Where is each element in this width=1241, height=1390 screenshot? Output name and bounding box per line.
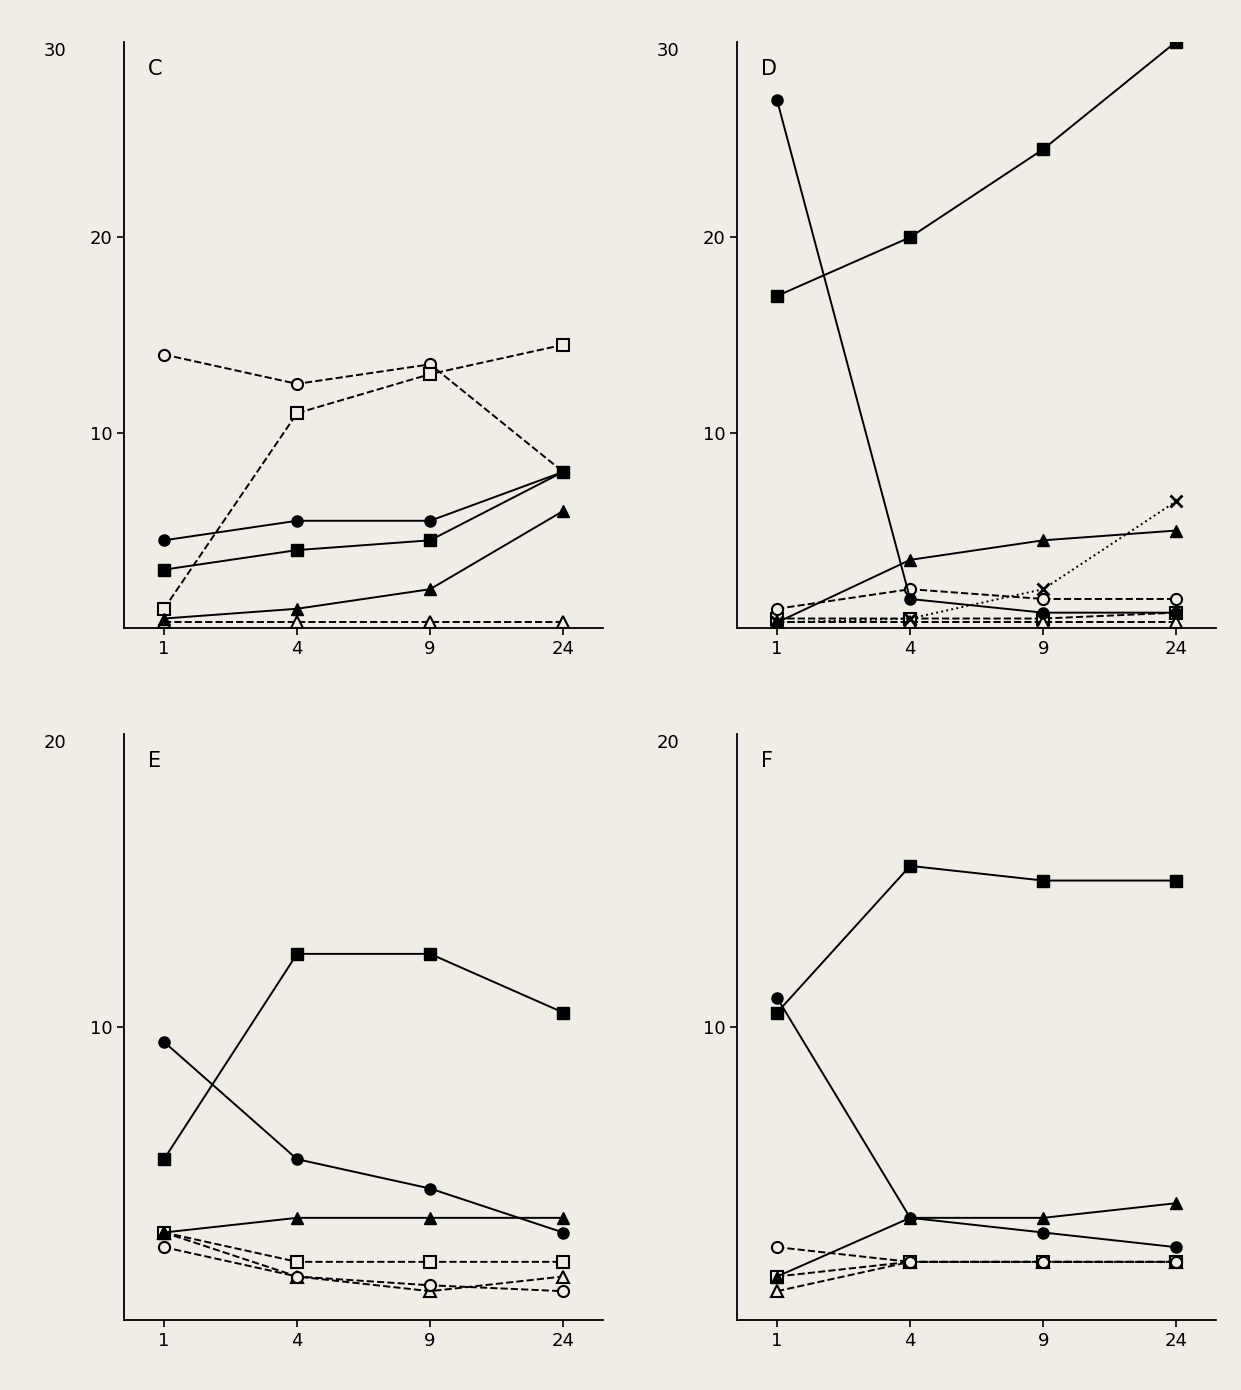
Text: 30: 30 [656,42,680,60]
Text: C: C [148,60,163,79]
Text: 30: 30 [43,42,67,60]
Text: 20: 20 [43,734,67,752]
Text: F: F [761,752,773,771]
Text: D: D [761,60,777,79]
Text: 20: 20 [656,734,680,752]
Text: E: E [148,752,161,771]
